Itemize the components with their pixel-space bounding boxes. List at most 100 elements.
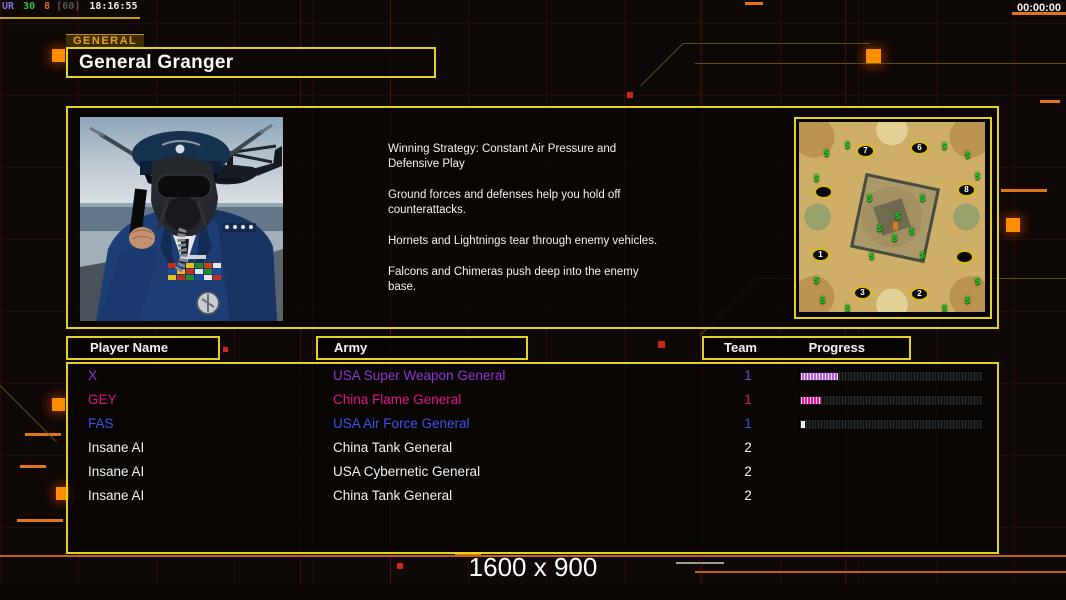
strategy-paragraph: Hornets and Lightnings tear through enem… bbox=[388, 235, 658, 247]
general-title-box: General Granger bbox=[66, 47, 436, 78]
portrait-illustration bbox=[80, 117, 283, 321]
player-army: USA Super Weapon General bbox=[333, 368, 506, 383]
player-team: 1 bbox=[744, 368, 752, 383]
player-army: China Flame General bbox=[333, 392, 462, 407]
deco-red-square bbox=[223, 347, 228, 352]
supply-dollar-icon: $ bbox=[965, 295, 971, 305]
clock-time: 18:16:55 bbox=[89, 1, 138, 12]
spawn-marker: 2 bbox=[910, 287, 929, 301]
spawn-number: 8 bbox=[964, 185, 969, 194]
supply-dollar-icon: $ bbox=[824, 148, 830, 158]
deco-orange-dash bbox=[745, 2, 763, 5]
progress-bar bbox=[799, 395, 984, 406]
column-header-label: Army bbox=[334, 340, 368, 355]
supply-dollar-icon: $ bbox=[820, 295, 826, 305]
deco-orange-dash bbox=[17, 519, 63, 522]
supply-dollar-icon: $ bbox=[869, 251, 875, 261]
supply-dollar-icon: $ bbox=[942, 303, 948, 313]
supply-dollar-icon: $ bbox=[814, 173, 820, 183]
player-team: 1 bbox=[744, 392, 752, 407]
deco-red-square bbox=[627, 92, 633, 98]
spawn-marker: 7 bbox=[856, 144, 875, 158]
player-name: Insane AI bbox=[88, 464, 145, 479]
player-name: Insane AI bbox=[88, 488, 145, 503]
player-army: USA Cybernetic General bbox=[333, 464, 481, 479]
progress-fill bbox=[801, 421, 805, 428]
spawn-marker: 8 bbox=[957, 183, 976, 197]
column-header-player-name: Player Name bbox=[66, 336, 220, 360]
spawn-marker bbox=[955, 250, 974, 264]
general-info-panel: Winning Strategy: Constant Air Pressure … bbox=[66, 106, 999, 329]
player-name: GEY bbox=[88, 392, 117, 407]
table-row: FAS USA Air Force General 1 bbox=[68, 412, 997, 436]
player-team: 2 bbox=[744, 464, 752, 479]
strategy-paragraph: Falcons and Chimeras push deep into the … bbox=[388, 266, 639, 293]
supply-dollar-icon: $ bbox=[942, 141, 948, 151]
spawn-marker: 6 bbox=[910, 141, 929, 155]
deco-circuit-diagonal bbox=[0, 385, 57, 443]
deco-orange-dash bbox=[25, 433, 61, 436]
deco-orange-square bbox=[52, 49, 65, 62]
fps-cap-value: [60] bbox=[56, 1, 81, 12]
supply-dollar-icon: $ bbox=[965, 150, 971, 160]
supply-dollar-icon: $ bbox=[909, 226, 915, 236]
progress-bar bbox=[799, 419, 984, 430]
table-row: Insane AI USA Cybernetic General 2 bbox=[68, 460, 997, 484]
player-army: China Tank General bbox=[333, 440, 453, 455]
spawn-number: 7 bbox=[863, 146, 868, 155]
spawn-number: 2 bbox=[917, 289, 922, 298]
column-header-army: Army bbox=[316, 336, 528, 360]
player-name: FAS bbox=[88, 416, 114, 431]
player-name: Insane AI bbox=[88, 440, 145, 455]
general-name: General Granger bbox=[79, 52, 234, 73]
supply-dollar-icon: $ bbox=[892, 233, 898, 243]
minimap-panel: 7 6 8 1 3 2 $ $ $ $ $ $ $ $ $ $ $ $ $ $ $ $ $ $ $ $ bbox=[794, 117, 992, 319]
supply-dollar-icon: $ bbox=[867, 193, 873, 203]
deco-red-square bbox=[658, 341, 665, 348]
supply-dollar-icon: $ bbox=[845, 140, 851, 150]
spawn-marker: 1 bbox=[811, 248, 830, 262]
bottom-band bbox=[0, 584, 1066, 600]
player-army: China Tank General bbox=[333, 488, 453, 503]
minimap-terrain: 7 6 8 1 3 2 $ $ $ $ $ $ $ $ $ $ $ $ $ $ $ $ $ $ $ $ bbox=[799, 122, 985, 312]
strategy-paragraph: Ground forces and defenses help you hold… bbox=[388, 189, 621, 216]
column-header-label: Player Name bbox=[90, 340, 169, 355]
supply-dollar-icon: $ bbox=[814, 275, 820, 285]
supply-dollar-icon: $ bbox=[920, 193, 926, 203]
deco-circuit-line bbox=[695, 63, 1066, 64]
fps-value: 30 bbox=[23, 1, 36, 12]
supply-dollar-icon: $ bbox=[877, 223, 883, 233]
supply-dollar-icon: $ bbox=[975, 171, 981, 181]
table-row: Insane AI China Tank General 2 bbox=[68, 484, 997, 508]
player-name: X bbox=[88, 368, 98, 383]
supply-dollar-icon: $ bbox=[895, 211, 901, 221]
column-header-team-progress: Team Progress bbox=[702, 336, 911, 360]
match-timer: 00:00:00 bbox=[1016, 2, 1061, 14]
spawn-number: 6 bbox=[917, 143, 922, 152]
player-team: 2 bbox=[744, 440, 752, 455]
deco-circuit-line bbox=[0, 17, 140, 19]
deco-orange-dash bbox=[20, 465, 46, 468]
supply-dollar-icon: $ bbox=[845, 303, 851, 313]
deco-orange-dash bbox=[1040, 100, 1060, 103]
player-army: USA Air Force General bbox=[333, 416, 470, 431]
fps-overlay-label: UR bbox=[2, 1, 15, 12]
progress-fill bbox=[801, 397, 822, 404]
strategy-text: Winning Strategy: Constant Air Pressure … bbox=[388, 142, 718, 311]
deco-circuit-line bbox=[683, 43, 870, 44]
column-header-label: Team bbox=[724, 340, 757, 355]
spawn-number: 3 bbox=[860, 288, 865, 297]
deco-orange-square bbox=[866, 49, 881, 64]
deco-orange-square bbox=[1006, 218, 1020, 232]
portrait-general-granger bbox=[80, 117, 283, 321]
minimap-center-marker bbox=[893, 222, 898, 230]
progress-fill bbox=[801, 373, 838, 380]
frametime-value: 8 bbox=[44, 1, 51, 12]
supply-dollar-icon: $ bbox=[975, 276, 981, 286]
tab-general: GENERAL bbox=[66, 34, 145, 48]
table-row: X USA Super Weapon General 1 bbox=[68, 364, 997, 388]
player-team: 2 bbox=[744, 488, 752, 503]
fps-overlay: UR 30 8 [60] 18:16:55 bbox=[2, 1, 141, 12]
spawn-marker: 3 bbox=[853, 286, 872, 300]
